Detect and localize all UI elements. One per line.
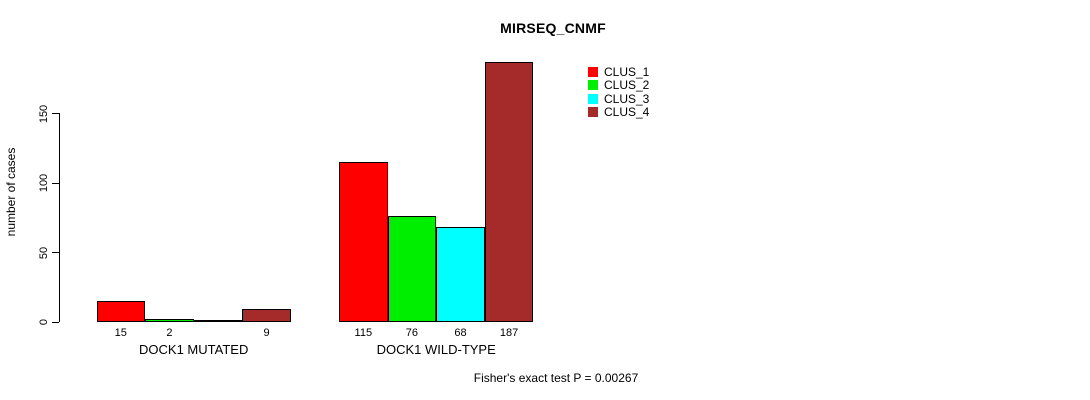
y-tick-label: 150 — [38, 104, 50, 123]
statistical-test-annotation: Fisher's exact test P = 0.00267 — [473, 371, 639, 385]
legend-color-swatch — [588, 80, 598, 91]
chart-title: MIRSEQ_CNMF — [500, 20, 606, 36]
y-tick-label: 100 — [38, 173, 50, 193]
legend-color-swatch — [588, 107, 598, 118]
y-tick-label: 0 — [38, 318, 50, 326]
bar-zero-height — [193, 320, 243, 322]
bar-value-label: 187 — [499, 327, 519, 339]
y-axis-line — [59, 113, 60, 322]
legend-color-swatch — [588, 93, 598, 104]
bar — [145, 319, 194, 322]
bar — [242, 309, 291, 322]
bar-value-label: 9 — [263, 327, 270, 339]
bar — [387, 216, 437, 322]
y-tick-label: 50 — [38, 246, 50, 259]
legend-color-swatch — [588, 67, 598, 77]
bar — [484, 62, 534, 322]
legend-label: CLUS_2 — [604, 78, 650, 93]
legend-label: CLUS_4 — [604, 105, 650, 120]
legend-label: CLUS_1 — [604, 65, 650, 79]
bar — [436, 227, 485, 322]
bar-value-label: 15 — [114, 327, 127, 339]
x-category-label: DOCK1 WILD-TYPE — [376, 342, 496, 357]
y-axis-title: number of cases — [4, 147, 18, 237]
x-category-label: DOCK1 MUTATED — [139, 342, 249, 357]
bar — [96, 301, 146, 322]
y-tick-mark — [52, 182, 59, 184]
y-tick-mark — [52, 252, 59, 253]
y-tick-mark — [52, 321, 59, 323]
bar-value-label: 115 — [354, 327, 373, 339]
y-tick-mark — [52, 113, 59, 114]
legend-label: CLUS_3 — [604, 91, 650, 106]
bar — [339, 162, 388, 322]
bar-value-label: 76 — [405, 327, 419, 339]
bar-value-label: 2 — [166, 327, 173, 339]
bar-value-label: 68 — [454, 327, 467, 339]
